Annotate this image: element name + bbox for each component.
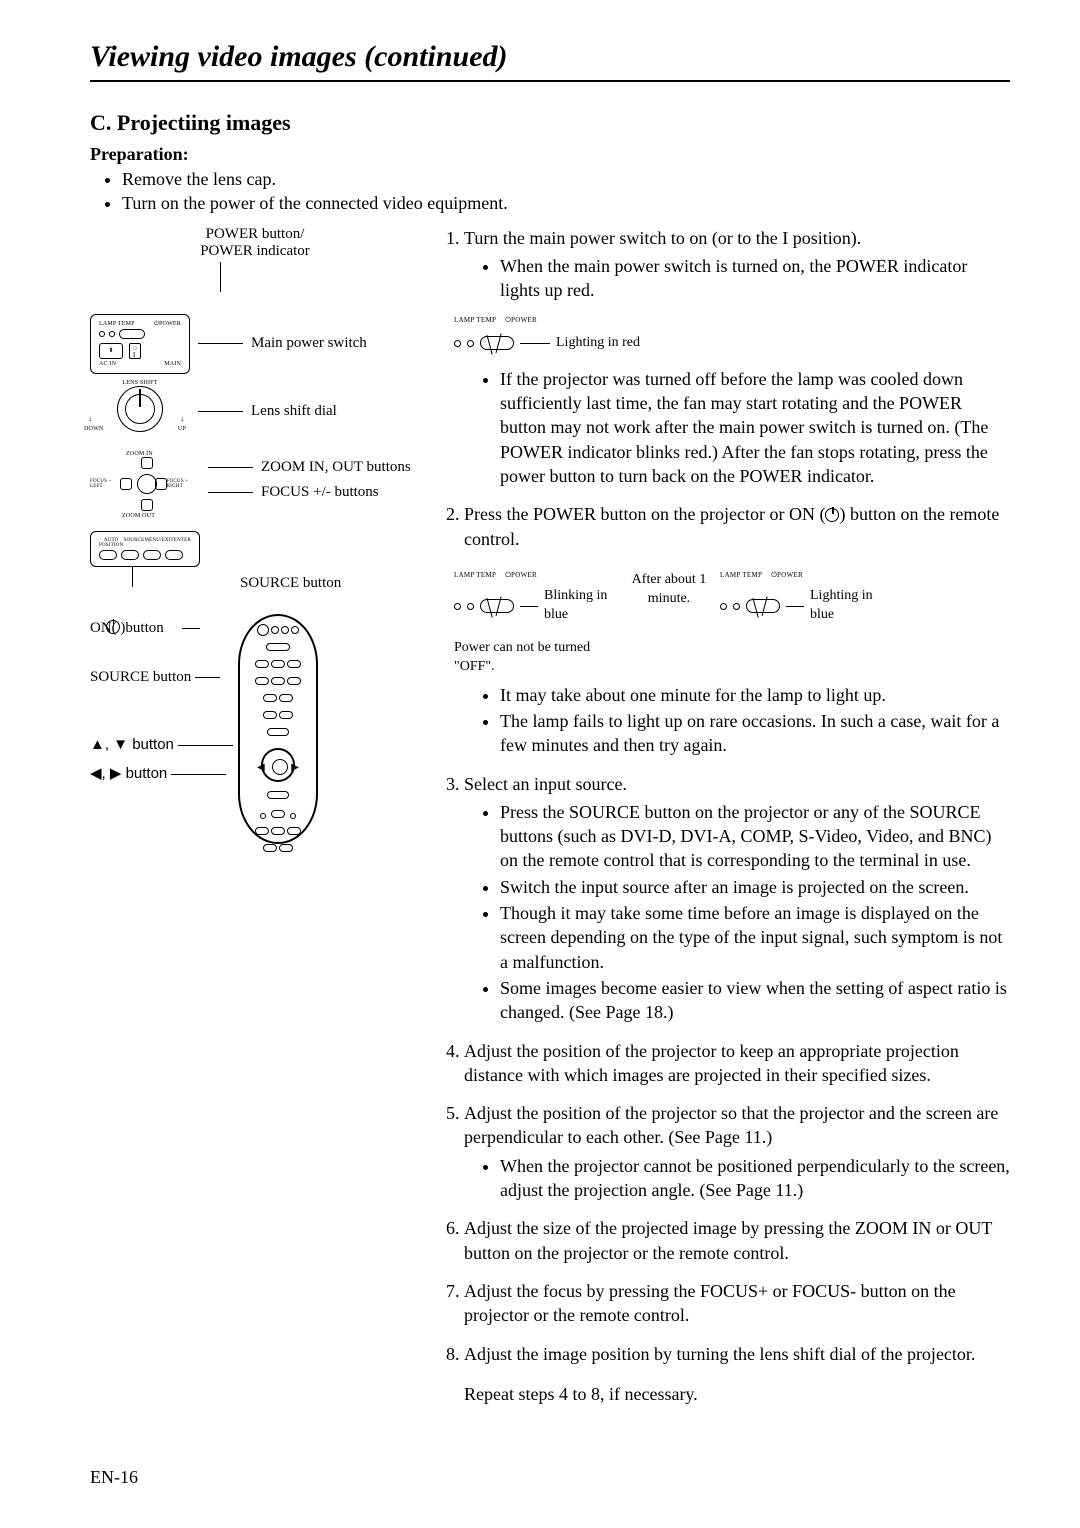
power-off-note: Power can not be turned "OFF". [454,639,634,677]
diagram-column: POWER button/ POWER indicator LAMP TEMP … [90,226,420,1421]
page-title: Viewing video images (continued) [90,40,1010,74]
page-header: Viewing video images (continued) [90,40,1010,82]
step-bullet: The lamp fails to light up on rare occas… [500,709,1010,758]
power-icon [106,620,120,634]
zoom-buttons-label: ZOOM IN, OUT buttons [261,459,411,476]
step-bullet: If the projector was turned off before t… [500,367,1010,488]
control-panel-top: LAMP TEMP ⏻POWER ⬍ ○I AC IN MAIN [90,314,190,374]
remote-source-button-label: SOURCE button [90,669,191,685]
remote-leftright-label: ◀, ▶ button [90,765,167,782]
preparation-heading: Preparation: [90,144,1010,165]
step-bullet: When the main power switch is turned on,… [500,254,1010,303]
prep-item: Remove the lens cap. [122,167,1010,191]
lens-shift-dial-label: Lens shift dial [251,403,337,420]
lens-shift-dial-icon [117,386,163,432]
step-1: Turn the main power switch to on (or to … [464,226,1010,489]
remote-updown-label: ▲, ▼ button [90,736,174,753]
main-power-switch-label: Main power switch [251,335,367,352]
step-8: Adjust the image position by turning the… [464,1342,1010,1407]
section-title: C. Projectiing images [90,110,1010,136]
step-bullet: Press the SOURCE button on the projector… [500,800,1010,873]
focus-buttons-label: FOCUS +/- buttons [261,484,379,501]
preparation-list: Remove the lens cap. Turn on the power o… [90,167,1010,216]
indicator-lighting-red: Lighting in red [454,334,640,353]
step-4: Adjust the position of the projector to … [464,1039,1010,1088]
after-about-label: After about 1 minute. [624,571,714,609]
remote-control-icon: ◀ ▶ [238,614,318,844]
step-bullet: Switch the input source after an image i… [500,875,1010,899]
remote-control-labels: ON( )button SOURCE button ▲, ▼ button ◀,… [90,614,230,844]
page-number: EN-16 [90,1467,138,1488]
power-indicator-label: POWER indicator [90,243,420,260]
button-row-panel: AUTO POSITION SOURCE MENU/EXIT ENTER [90,531,200,567]
instructions-column: Turn the main power switch to on (or to … [440,226,1010,1421]
remote-on-button-label: ON( )button [90,620,164,636]
step-7: Adjust the focus by pressing the FOCUS+ … [464,1279,1010,1328]
step-bullet: Though it may take some time before an i… [500,901,1010,974]
prep-item: Turn on the power of the connected video… [122,191,1010,215]
power-button-label: POWER button/ [90,226,420,243]
repeat-note: Repeat steps 4 to 8, if necessary. [464,1382,1010,1406]
step-5: Adjust the position of the projector so … [464,1101,1010,1202]
step-bullet: When the projector cannot be positioned … [500,1154,1010,1203]
step-6: Adjust the size of the projected image b… [464,1216,1010,1265]
source-button-label: SOURCE button [240,575,420,592]
power-icon [825,508,839,522]
indicator-blinking-blue: Blinking in blue [454,587,618,625]
indicator-lighting-blue: Lighting in blue [720,587,884,625]
step-bullet: It may take about one minute for the lam… [500,683,1010,707]
step-2: Press the POWER button on the projector … [464,502,1010,757]
zoom-focus-pad-icon [122,459,164,509]
step-bullet: Some images become easier to view when t… [500,976,1010,1025]
step-3: Select an input source. Press the SOURCE… [464,772,1010,1025]
